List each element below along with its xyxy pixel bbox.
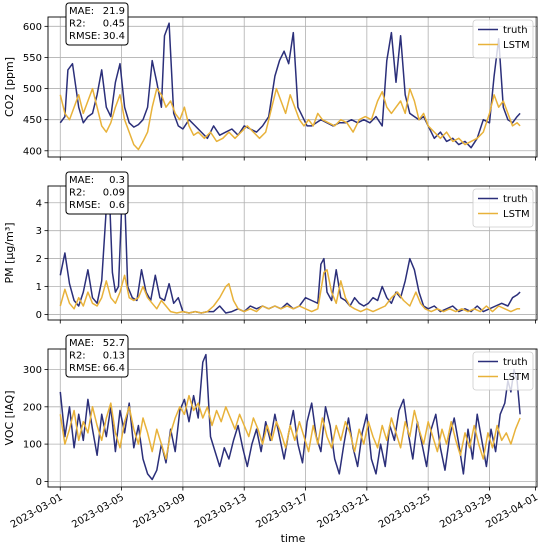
plot-frame [47,348,538,488]
chart-panel-1: 400 450 500 550 600 CO2 [ppm] MAE: 21.9 R2: 0.45R… [3,2,538,161]
y-tick-label: 2 [36,254,42,265]
metric-label: R2: [69,188,86,199]
x-tick-label: 2023-03-21 [316,492,372,531]
series-line-truth [59,353,521,481]
series-line-truth [59,22,521,149]
legend: truth LSTM [472,19,534,59]
metric-value: 30.4 [103,31,125,42]
legend-label-lstm: LSTM [503,372,530,383]
y-tick-label: 3 [36,226,42,237]
legend-label-truth: truth [503,194,528,205]
x-tick-label: 2023-03-17 [254,492,310,531]
series-line-lstm [59,269,521,314]
x-axis: 2023-03-01 2023-03-05 2023-03-09 2023-03-13… [9,492,540,531]
legend-label-lstm: LSTM [503,40,530,51]
legend: truth LSTM [472,351,534,391]
y-tick-label: 1 [36,282,42,293]
y-tick-label: 100 [23,440,42,451]
x-tick-label: 2023-03-05 [70,492,126,531]
series-line-lstm [59,87,521,151]
metric-label: MAE: [69,6,94,17]
x-axis-label: time [281,532,306,545]
metric-label: RMSE: [69,31,101,42]
x-tick-label: 2023-03-25 [377,492,433,531]
x-tick-label: 2023-03-01 [9,492,65,531]
metrics-box-frame [65,334,129,378]
metrics-box-frame [65,2,129,46]
metric-value: 0.3 [109,175,125,186]
metric-value: 0.6 [109,200,125,211]
series-line-lstm [59,394,521,460]
x-tick-label: 2023-03-13 [193,492,249,531]
metric-value: 0.09 [103,188,125,199]
y-axis-label: VOC [IAQ] [3,391,16,446]
metric-label: R2: [69,351,86,362]
metric-label: MAE: [69,175,94,186]
metric-value: 0.45 [103,19,125,30]
metric-value: 52.7 [103,338,125,349]
metrics-box-frame [65,171,129,215]
metric-value: 0.13 [103,351,125,362]
y-tick-label: 300 [23,365,42,376]
metric-label: MAE: [69,338,94,349]
plot-frame [47,185,538,321]
metric-value: 21.9 [103,6,125,17]
legend: truth LSTM [472,188,534,228]
y-tick-label: 200 [23,402,42,413]
metric-label: R2: [69,19,86,30]
y-axis-label: CO2 [ppm] [3,57,16,117]
y-tick-label: 450 [23,115,42,126]
y-tick-label: 400 [23,146,42,157]
legend-label-truth: truth [503,25,528,36]
y-tick-label: 4 [36,198,42,209]
plot-frame [47,16,538,158]
legend-label-lstm: LSTM [503,209,530,220]
y-tick-label: 500 [23,84,42,95]
y-tick-label: 0 [36,310,42,321]
y-tick-label: 0 [36,477,42,488]
metric-label: RMSE: [69,200,101,211]
x-tick-label: 2023-03-09 [132,492,188,531]
metric-label: RMSE: [69,363,101,374]
y-tick-label: 600 [23,22,42,33]
y-axis-label: PM [μg/m³] [3,222,16,283]
legend-label-truth: truth [503,357,528,368]
metric-value: 66.4 [103,363,125,374]
y-tick-label: 550 [23,53,42,64]
x-tick-label: 2023-04-01 [484,492,540,531]
